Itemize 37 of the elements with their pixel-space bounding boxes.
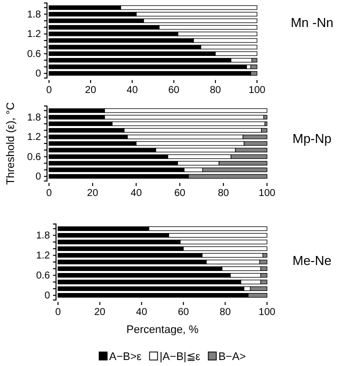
y-tick-label: 1.2 — [36, 250, 50, 262]
bar — [250, 64, 258, 70]
x-tick-label: 20 — [87, 188, 99, 200]
x-tick-label: 40 — [126, 85, 138, 96]
x-tick-label: 100 — [258, 188, 276, 200]
y-tick-label: 0 — [44, 290, 50, 302]
legend-label: A−B>ε — [109, 351, 142, 363]
x-tick-label: 40 — [130, 188, 142, 200]
y-axis-title: Threshold (ε), °C — [5, 102, 17, 185]
x-tick-label: 40 — [136, 307, 148, 318]
x-tick-label: 60 — [178, 307, 190, 318]
y-tick-label: 1.8 — [27, 9, 42, 20]
legend-label: |A−B|≦ε — [160, 351, 200, 363]
y-tick-label: 0 — [35, 68, 42, 80]
x-tick-label: 100 — [248, 85, 266, 96]
x-tick-label: 100 — [258, 307, 276, 318]
y-tick-label: 1.2 — [27, 29, 42, 40]
x-tick-label: 80 — [220, 307, 232, 318]
text: Mp-Np — [292, 131, 332, 146]
y-tick-label: 0.6 — [27, 152, 42, 163]
y-tick-label: 0 — [35, 172, 42, 183]
y-tick-label: 1.2 — [27, 132, 42, 144]
x-axis-title: Percentage, % — [126, 324, 199, 336]
legend-label: B−A> — [218, 351, 246, 363]
y-tick-label: 1.8 — [36, 230, 50, 242]
text: Mn -Nn — [290, 15, 334, 30]
x-tick-label: 20 — [85, 85, 97, 96]
x-tick-label: 80 — [210, 85, 222, 96]
y-tick-label: 1.8 — [27, 112, 42, 124]
y-tick-label: 0.6 — [36, 270, 50, 282]
x-tick-label: 80 — [218, 188, 230, 200]
x-tick-label: 0 — [55, 307, 62, 318]
text: Me-Ne — [292, 253, 332, 268]
x-tick-label: 60 — [168, 85, 180, 96]
x-tick-label: 20 — [94, 307, 106, 318]
y-tick-label: 0.6 — [27, 48, 42, 60]
x-tick-label: 60 — [174, 188, 186, 200]
